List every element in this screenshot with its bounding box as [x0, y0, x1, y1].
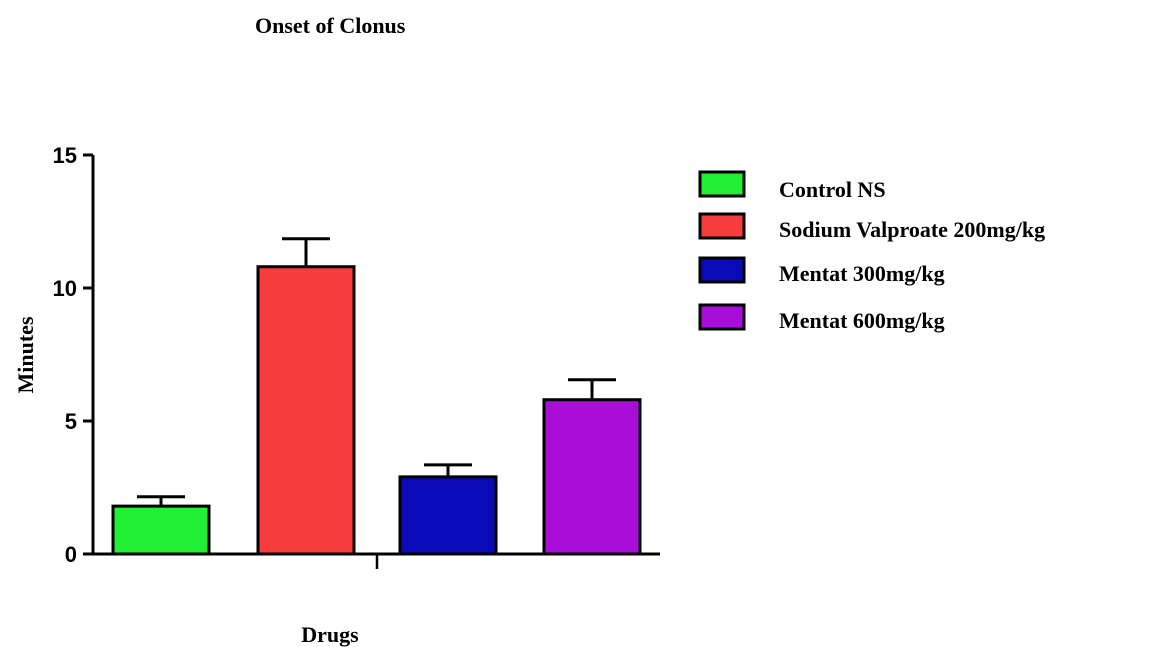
legend-label-1: Control NS	[779, 177, 886, 202]
legend-swatch-2	[698, 212, 746, 240]
y-tick-label-5: 5	[65, 409, 77, 434]
bar-4	[542, 398, 642, 556]
y-tick-label-0: 0	[65, 542, 77, 567]
chart-title: Onset of Clonus	[255, 13, 406, 38]
bar-2	[256, 265, 356, 556]
y-tick-label-15: 15	[53, 143, 77, 168]
plot-area: 0 5 10 15	[53, 143, 660, 569]
legend-label-3: Mentat 300mg/kg	[779, 261, 945, 286]
legend-swatch-4	[698, 303, 746, 331]
legend-swatch-3	[698, 256, 746, 284]
y-tick-label-10: 10	[53, 276, 77, 301]
x-axis-title: Drugs	[301, 622, 359, 647]
legend: Control NS Sodium Valproate 200mg/kg Menta…	[698, 170, 1045, 333]
y-axis-title: Minutes	[13, 316, 38, 393]
bar-3	[398, 475, 498, 556]
bar-1	[111, 504, 211, 556]
legend-label-4: Mentat 600mg/kg	[779, 308, 945, 333]
legend-label-2: Sodium Valproate 200mg/kg	[779, 217, 1045, 242]
legend-swatch-1	[698, 170, 746, 198]
